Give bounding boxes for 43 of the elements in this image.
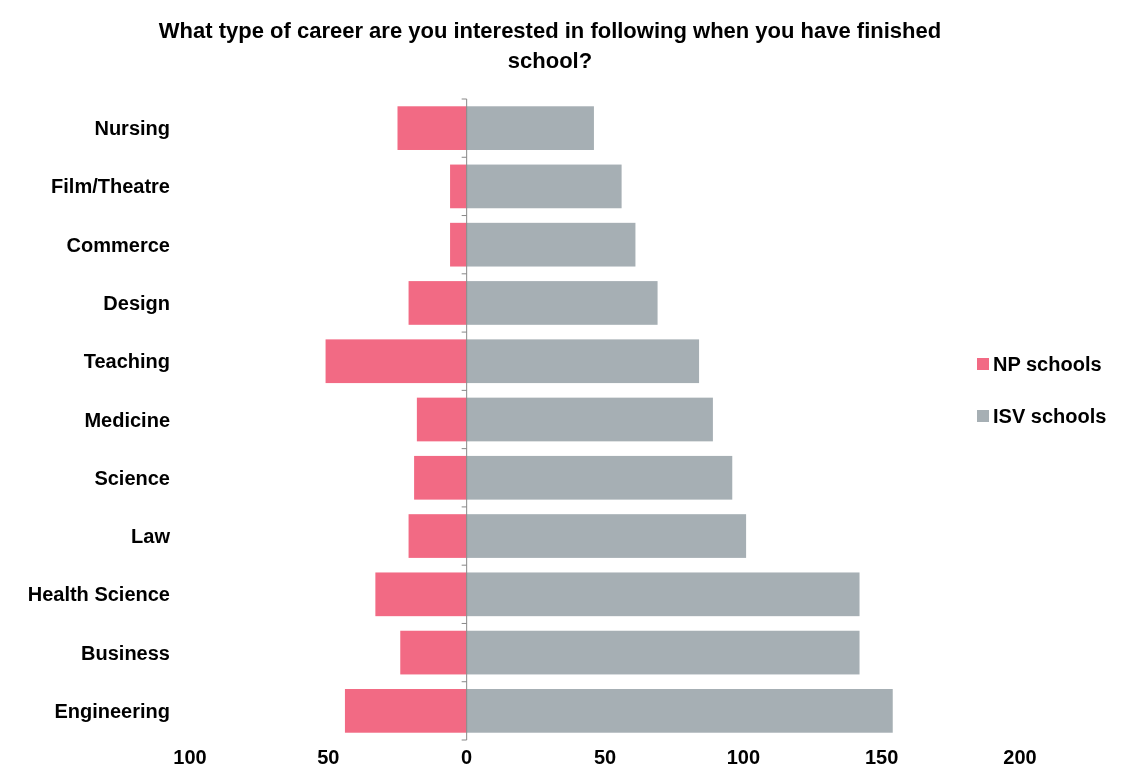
y-tick-label: Science	[94, 466, 170, 489]
bar	[325, 339, 467, 384]
bar	[466, 222, 636, 267]
bar	[416, 397, 467, 442]
y-tick-label: Nursing	[94, 117, 170, 140]
bar	[466, 397, 713, 442]
bar	[466, 630, 860, 675]
y-tick-label: Design	[103, 291, 170, 314]
x-tick-label: 100	[173, 746, 207, 768]
bar	[466, 689, 893, 733]
bar	[397, 106, 467, 150]
bar	[450, 164, 467, 209]
bar	[466, 106, 594, 150]
y-tick-label: Business	[81, 641, 170, 664]
bar	[344, 689, 467, 733]
y-tick-label: Commerce	[66, 233, 170, 256]
bar	[408, 514, 467, 558]
bar	[466, 572, 860, 617]
x-tick-label: 150	[864, 746, 899, 768]
x-tick-label: 0	[461, 746, 473, 768]
bar	[466, 281, 658, 325]
x-tick-label: 100	[726, 746, 761, 768]
chart-title: What type of career are you interested in following when you have finished school?	[158, 18, 942, 73]
bar	[400, 630, 467, 675]
x-tick-label: 200	[1003, 746, 1037, 768]
bar	[375, 572, 467, 617]
y-tick-label: Engineering	[54, 699, 170, 722]
bar	[466, 164, 622, 209]
y-tick-label: Film/Theatre	[51, 175, 170, 198]
y-tick-label: Health Science	[27, 583, 170, 606]
y-tick-label: Teaching	[83, 350, 170, 373]
bar	[466, 455, 733, 500]
y-tick-label: Medicine	[84, 408, 170, 431]
bar	[466, 514, 747, 558]
legend-label: ISV schools	[993, 405, 1107, 427]
y-tick-label: Law	[131, 525, 171, 548]
x-tick-label: 50	[317, 746, 340, 768]
legend-label: NP schools	[993, 353, 1102, 375]
bar	[414, 455, 467, 500]
bar	[408, 281, 467, 325]
bar	[466, 339, 700, 384]
x-tick-label: 50	[593, 746, 617, 768]
bar	[450, 222, 467, 267]
